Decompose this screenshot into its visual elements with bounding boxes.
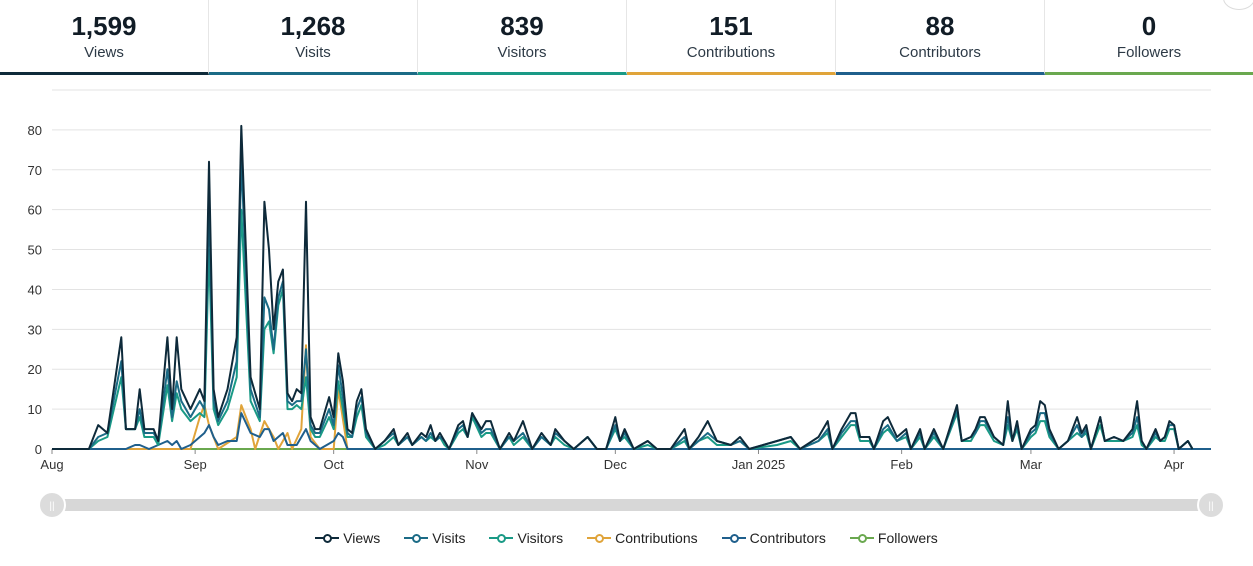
y-tick-label: 60 xyxy=(28,203,42,218)
legend-label: Views xyxy=(343,530,381,546)
y-tick-label: 80 xyxy=(28,123,42,138)
range-slider-end-handle[interactable] xyxy=(1197,491,1225,519)
legend-label: Contributions xyxy=(615,530,698,546)
range-slider-track xyxy=(52,499,1211,511)
legend-swatch xyxy=(315,532,340,544)
legend-swatch xyxy=(404,532,429,544)
stat-label: Visitors xyxy=(497,44,547,61)
range-slider-start-handle[interactable] xyxy=(38,491,66,519)
legend-item-followers[interactable]: Followers xyxy=(849,530,938,546)
legend-label: Visits xyxy=(432,530,466,546)
legend-label: Contributors xyxy=(749,530,826,546)
legend-label: Visitors xyxy=(517,530,564,546)
y-tick-label: 30 xyxy=(28,322,42,337)
y-tick-label: 0 xyxy=(35,442,42,457)
x-tick-label: Aug xyxy=(40,457,63,472)
x-tick-label: Feb xyxy=(890,457,912,472)
y-tick-label: 20 xyxy=(28,362,42,377)
stat-contributions[interactable]: 151 Contributions xyxy=(627,0,836,75)
stat-value: 1,268 xyxy=(280,11,346,41)
stat-views[interactable]: 1,599 Views xyxy=(0,0,209,75)
range-slider-grip: || xyxy=(1208,501,1213,512)
y-tick-label: 50 xyxy=(28,243,42,258)
legend-swatch xyxy=(489,532,514,544)
stat-followers[interactable]: 0 Followers xyxy=(1045,0,1253,75)
stat-visits[interactable]: 1,268 Visits xyxy=(209,0,418,75)
legend-item-visitors[interactable]: Visitors xyxy=(489,530,563,546)
line-chart: 0 10 20 30 40 50 60 70 80 Aug Sep Oct Nov Dec Jan 2025… xyxy=(28,89,1225,519)
y-tick-label: 40 xyxy=(28,282,42,297)
stat-visitors[interactable]: 839 Visitors xyxy=(418,0,627,75)
x-tick-label: Nov xyxy=(465,457,489,472)
y-tick-label: 70 xyxy=(28,163,42,178)
stat-label: Visits xyxy=(295,44,331,61)
chart-legend: Views Visits Visitors Contributions Contribu… xyxy=(0,530,1253,546)
series-line-views xyxy=(52,124,1194,450)
summary-stats: 1,599 Views 1,268 Visits 839 Visitors 15… xyxy=(0,0,1253,75)
series-line-contributors xyxy=(52,412,1211,450)
range-slider-grip: || xyxy=(49,501,54,512)
stat-label: Followers xyxy=(1116,44,1182,61)
legend-item-contributions[interactable]: Contributions xyxy=(587,530,698,546)
stat-value: 0 xyxy=(1141,11,1157,41)
x-tick-label: Mar xyxy=(1020,457,1043,472)
stat-value: 1,599 xyxy=(71,11,137,41)
legend-item-views[interactable]: Views xyxy=(315,530,380,546)
stat-label: Contributions xyxy=(686,44,776,61)
y-tick-label: 10 xyxy=(28,402,42,417)
x-tick-label: Apr xyxy=(1164,457,1185,472)
corner-button[interactable] xyxy=(1223,0,1253,10)
x-tick-label: Dec xyxy=(604,457,628,472)
x-tick-label: Oct xyxy=(324,457,345,472)
stat-value: 151 xyxy=(709,11,753,41)
x-tick-label: Jan 2025 xyxy=(732,457,786,472)
stat-contributors[interactable]: 88 Contributors xyxy=(836,0,1045,75)
stat-label: Contributors xyxy=(899,44,981,61)
legend-item-contributors[interactable]: Contributors xyxy=(721,530,826,546)
legend-label: Followers xyxy=(877,530,938,546)
stat-value: 839 xyxy=(500,11,544,41)
legend-swatch xyxy=(721,532,746,544)
stat-value: 88 xyxy=(925,11,955,41)
legend-swatch xyxy=(587,532,612,544)
stat-label: Views xyxy=(84,44,124,61)
legend-item-visits[interactable]: Visits xyxy=(404,530,465,546)
x-tick-label: Sep xyxy=(184,457,207,472)
legend-swatch xyxy=(849,532,874,544)
